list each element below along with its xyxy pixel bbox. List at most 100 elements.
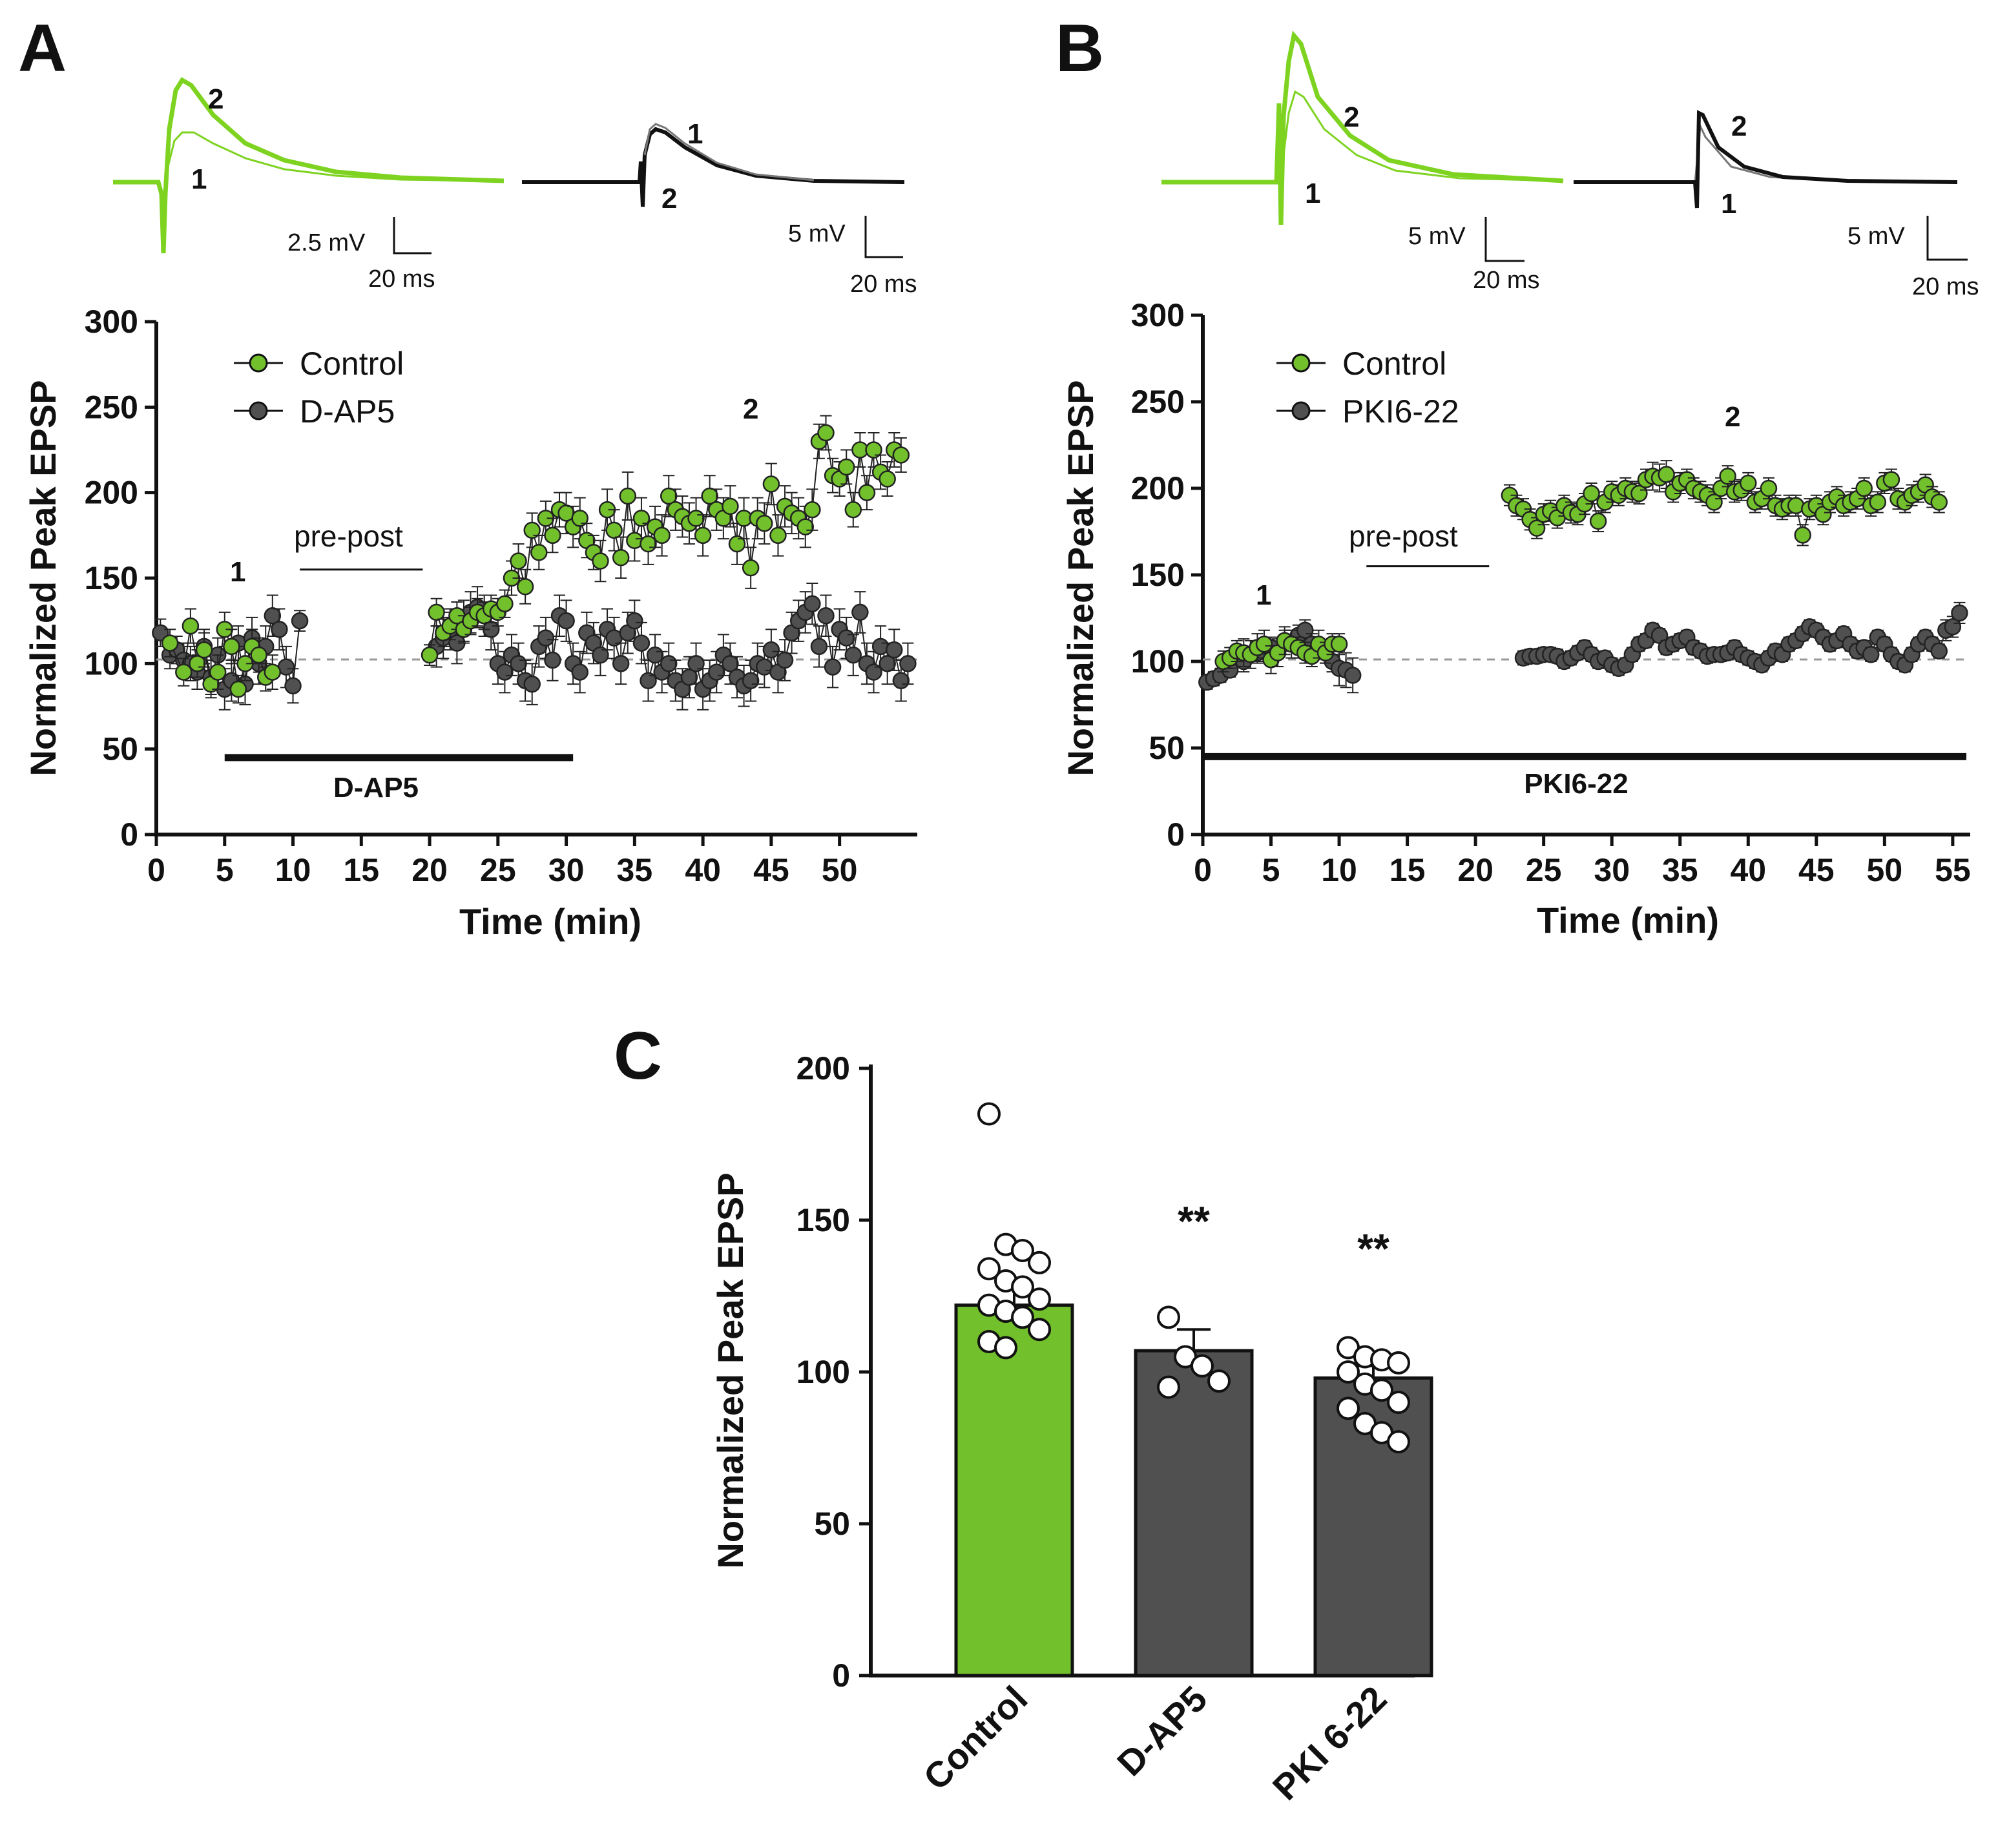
a-data-point [530, 544, 548, 561]
a-data-point [892, 672, 910, 690]
a-y-tick-label: 200 [85, 475, 138, 511]
b-data-point [1719, 467, 1736, 485]
a-data-point [605, 521, 623, 539]
c-individual-point [1387, 1391, 1410, 1414]
c-individual-point [1157, 1305, 1180, 1329]
a-data-point [680, 669, 698, 686]
a-data-point [810, 638, 828, 656]
panel-b-axes: 0 50 100 150 200 250 300 0 5 10 15 20 25 30 35 40 45 50 5… [1060, 297, 1971, 940]
panel-b-legend[interactable]: Control PKI6-22 [1276, 346, 1459, 430]
b-x-tick-label: 10 [1321, 852, 1357, 888]
c-significance-marker: ** [1178, 1198, 1210, 1245]
panel-a-legend-marker-control [249, 353, 268, 373]
a-data-point [496, 595, 514, 612]
c-individual-point [1011, 1275, 1034, 1299]
a-data-point [510, 552, 527, 570]
panel-b-scalebar-right [1926, 216, 1968, 261]
a-data-point [496, 663, 514, 681]
a-x-tick-label: 45 [753, 852, 789, 888]
a-data-point [796, 518, 815, 535]
b-data-point [1951, 604, 1968, 622]
panel-a-legend[interactable]: Control D-AP5 [234, 346, 404, 430]
a-data-point [879, 470, 896, 488]
c-individual-point [1370, 1378, 1393, 1402]
c-individual-point [1337, 1360, 1360, 1384]
a-data-point [892, 446, 910, 464]
a-data-point [844, 501, 862, 519]
panel-b-legend-marker-pki [1291, 401, 1311, 420]
panel-a-legend-marker-dap5 [249, 401, 268, 420]
a-data-point [837, 629, 855, 647]
panel-a-period-label-2: 2 [743, 393, 758, 425]
a-y-tick-label: 0 [120, 816, 138, 853]
a-data-point [592, 552, 609, 570]
panel-b-legend-label-control: Control [1342, 346, 1446, 382]
a-x-tick-label: 10 [275, 852, 311, 888]
b-x-tick-label: 15 [1389, 852, 1426, 888]
b-data-point [1760, 479, 1778, 497]
a-data-point [195, 641, 213, 659]
a-data-point [421, 646, 439, 664]
panel-a-trace-label-1: 1 [191, 163, 207, 195]
panel-a-x-ticks: 0 5 10 15 20 25 30 35 40 45 50 [147, 835, 857, 888]
panel-a-trace-control-2 [113, 77, 505, 254]
a-data-point [557, 612, 575, 630]
panel-b-period-label-1: 1 [1256, 579, 1271, 611]
a-data-point [632, 634, 650, 652]
c-individual-point [1207, 1369, 1231, 1393]
panel-a-dap5-trace-label-2: 2 [661, 183, 677, 214]
panel-b-scalebar-left [1484, 217, 1525, 262]
b-data-point [1930, 493, 1948, 511]
a-data-point [161, 634, 179, 652]
panel-a-scale-t-left: 20 ms [368, 265, 435, 293]
panel-b-trace-pki-2 [1574, 110, 1958, 209]
a-data-point [708, 663, 725, 681]
panel-a-y-ticks: 0 50 100 150 200 250 300 [85, 304, 156, 853]
a-data-point [523, 675, 541, 693]
a-data-point [428, 603, 445, 621]
panel-a-letter: A [18, 11, 67, 86]
panel-b-trace-control-1 [1161, 90, 1564, 225]
a-data-point [722, 497, 739, 515]
b-x-tick-label: 25 [1526, 852, 1562, 888]
b-data-point [1583, 484, 1600, 503]
a-data-point [728, 535, 746, 553]
c-category-label: Control [915, 1678, 1035, 1798]
a-data-point [640, 672, 657, 690]
a-data-point [653, 526, 671, 545]
a-data-point [886, 641, 903, 659]
c-individual-point [1337, 1396, 1360, 1420]
a-data-point [687, 655, 705, 672]
c-individual-point [1028, 1287, 1051, 1311]
b-data-point [1930, 642, 1948, 660]
a-data-point [824, 658, 842, 676]
b-x-tick-label: 50 [1867, 852, 1903, 888]
b-data-point [1740, 474, 1757, 492]
a-data-point [817, 607, 835, 625]
c-category-label: PKI 6-22 [1265, 1678, 1395, 1808]
b-data-point [1882, 471, 1900, 488]
a-data-point [632, 510, 650, 527]
c-individual-point [977, 1257, 1001, 1281]
panel-b-legend-marker-control [1291, 353, 1311, 373]
panel-a-scale-v-left: 2.5 mV [287, 229, 366, 256]
b-y-tick-label: 150 [1131, 557, 1185, 593]
a-data-point [209, 663, 227, 681]
panel-b-y-axis-label: Normalized Peak EPSP [1060, 380, 1101, 776]
a-y-tick-label: 100 [85, 645, 138, 681]
c-individual-point [1387, 1351, 1410, 1375]
a-data-point [537, 629, 555, 647]
panel-a-scale-t-right: 20 ms [850, 271, 917, 298]
b-y-tick-label: 0 [1167, 816, 1185, 853]
a-data-point [646, 646, 664, 664]
b-data-point [1658, 466, 1675, 483]
a-x-tick-label: 40 [685, 852, 721, 888]
c-individual-point [1191, 1354, 1214, 1378]
c-individual-point [1028, 1251, 1051, 1274]
a-data-point [769, 526, 787, 545]
a-data-point [626, 612, 643, 630]
panel-c-y-axis-label: Normalized Peak EPSP [710, 1172, 751, 1568]
a-data-point [722, 655, 739, 672]
